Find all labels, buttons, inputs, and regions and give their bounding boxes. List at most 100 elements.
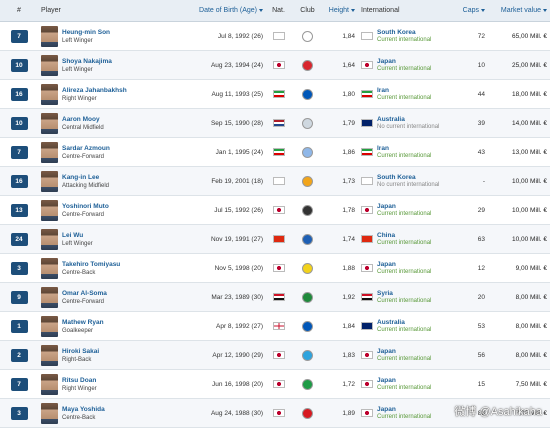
market-value-cell: 8,00 Mill. € bbox=[488, 283, 550, 312]
shirt-number-badge: 2 bbox=[11, 349, 28, 362]
valencia-icon[interactable] bbox=[302, 176, 313, 187]
marseille-icon[interactable] bbox=[302, 350, 313, 361]
nationality-cell bbox=[266, 370, 291, 399]
rubin-icon[interactable] bbox=[302, 147, 313, 158]
club-cell[interactable] bbox=[291, 22, 324, 51]
portimonense-icon[interactable] bbox=[302, 60, 313, 71]
player-name-link[interactable]: Sardar Azmoun bbox=[62, 145, 110, 152]
sort-arrow-icon bbox=[351, 9, 355, 12]
player-name-link[interactable]: Shoya Nakajima bbox=[62, 58, 112, 65]
al-ahli-icon[interactable] bbox=[302, 292, 313, 303]
caps-cell: 29 bbox=[452, 196, 488, 225]
club-cell[interactable] bbox=[291, 399, 324, 428]
club-cell[interactable] bbox=[291, 225, 324, 254]
player-name-link[interactable]: Kang-in Lee bbox=[62, 174, 109, 181]
club-cell[interactable] bbox=[291, 341, 324, 370]
player-name-link[interactable]: Yoshinori Muto bbox=[62, 203, 109, 210]
country-flag-icon bbox=[361, 235, 373, 243]
country-link[interactable]: Australia bbox=[377, 116, 439, 123]
country-link[interactable]: South Korea bbox=[377, 29, 431, 36]
header-height[interactable]: Height bbox=[324, 0, 358, 22]
player-photo bbox=[41, 200, 58, 221]
country-link[interactable]: Japan bbox=[377, 377, 431, 384]
sort-arrow-icon bbox=[259, 9, 263, 12]
club-cell[interactable] bbox=[291, 80, 324, 109]
caps-cell: 53 bbox=[452, 312, 488, 341]
country-link[interactable]: Japan bbox=[377, 348, 431, 355]
country-link[interactable]: China bbox=[377, 232, 431, 239]
huddersfield-icon[interactable] bbox=[302, 118, 313, 129]
country-link[interactable]: Iran bbox=[377, 145, 431, 152]
club-cell[interactable] bbox=[291, 254, 324, 283]
number-cell: 24 bbox=[0, 225, 38, 254]
player-name-link[interactable]: Maya Yoshida bbox=[62, 406, 105, 413]
country-link[interactable]: Iran bbox=[377, 87, 431, 94]
club-cell[interactable] bbox=[291, 51, 324, 80]
club-cell[interactable] bbox=[291, 283, 324, 312]
player-name-link[interactable]: Hiroki Sakai bbox=[62, 348, 99, 355]
player-name-link[interactable]: Alireza Jahanbakhsh bbox=[62, 87, 127, 94]
tottenham-icon[interactable] bbox=[302, 31, 313, 42]
player-cell: Ritsu Doan Right Winger bbox=[38, 370, 150, 399]
player-name-link[interactable]: Takehiro Tomiyasu bbox=[62, 261, 120, 268]
nationality-cell bbox=[266, 399, 291, 428]
country-link[interactable]: Japan bbox=[377, 406, 431, 413]
stvv-icon[interactable] bbox=[302, 263, 313, 274]
height-cell: 1,84 bbox=[324, 22, 358, 51]
height-cell: 1,80 bbox=[324, 80, 358, 109]
player-position: Left Winger bbox=[62, 67, 112, 73]
groningen-icon[interactable] bbox=[302, 379, 313, 390]
country-link[interactable]: Japan bbox=[377, 261, 431, 268]
player-name-link[interactable]: Aaron Mooy bbox=[62, 116, 104, 123]
club-cell[interactable] bbox=[291, 167, 324, 196]
international-status: No current international bbox=[377, 182, 439, 188]
dob-cell: Apr 8, 1992 (27) bbox=[150, 312, 266, 341]
player-position: Left Winger bbox=[62, 38, 110, 44]
market-value-cell: 25,00 Mill. € bbox=[488, 51, 550, 80]
player-cell: Takehiro Tomiyasu Centre-Back bbox=[38, 254, 150, 283]
international-status: Current international bbox=[377, 37, 431, 43]
club-cell[interactable] bbox=[291, 109, 324, 138]
country-link[interactable]: Syria bbox=[377, 290, 431, 297]
espanyol-icon[interactable] bbox=[302, 234, 313, 245]
number-cell: 16 bbox=[0, 80, 38, 109]
brighton-icon[interactable] bbox=[302, 89, 313, 100]
international-status: Current international bbox=[377, 327, 431, 333]
club-cell[interactable] bbox=[291, 196, 324, 225]
international-status: Current international bbox=[377, 269, 431, 275]
newcastle-icon[interactable] bbox=[302, 205, 313, 216]
southampton-icon[interactable] bbox=[302, 408, 313, 419]
club-cell[interactable] bbox=[291, 138, 324, 167]
player-position: Right Winger bbox=[62, 386, 97, 392]
player-name-link[interactable]: Heung-min Son bbox=[62, 29, 110, 36]
international-status: No current international bbox=[377, 124, 439, 130]
country-link[interactable]: Japan bbox=[377, 203, 431, 210]
nationality-cell bbox=[266, 51, 291, 80]
club-cell[interactable] bbox=[291, 370, 324, 399]
header-dob[interactable]: Date of Birth (Age) bbox=[150, 0, 266, 22]
player-name-link[interactable]: Ritsu Doan bbox=[62, 377, 97, 384]
player-name-link[interactable]: Lei Wu bbox=[62, 232, 93, 239]
player-position: Left Winger bbox=[62, 241, 93, 247]
brighton-icon[interactable] bbox=[302, 321, 313, 332]
country-link[interactable]: Australia bbox=[377, 319, 431, 326]
player-photo bbox=[41, 258, 58, 279]
height-cell: 1,72 bbox=[324, 370, 358, 399]
international-status: Current international bbox=[377, 153, 431, 159]
country-link[interactable]: Japan bbox=[377, 58, 431, 65]
club-cell[interactable] bbox=[291, 312, 324, 341]
height-cell: 1,88 bbox=[324, 254, 358, 283]
player-name-link[interactable]: Omar Al-Soma bbox=[62, 290, 107, 297]
height-cell: 1,78 bbox=[324, 196, 358, 225]
header-market-value[interactable]: Market value bbox=[488, 0, 550, 22]
shirt-number-badge: 3 bbox=[11, 407, 28, 420]
shirt-number-badge: 13 bbox=[11, 204, 28, 217]
header-nat: Nat. bbox=[266, 0, 291, 22]
country-link[interactable]: South Korea bbox=[377, 174, 439, 181]
header-caps[interactable]: Caps bbox=[452, 0, 488, 22]
player-position: Centre-Back bbox=[62, 270, 120, 276]
player-name-link[interactable]: Mathew Ryan bbox=[62, 319, 104, 326]
